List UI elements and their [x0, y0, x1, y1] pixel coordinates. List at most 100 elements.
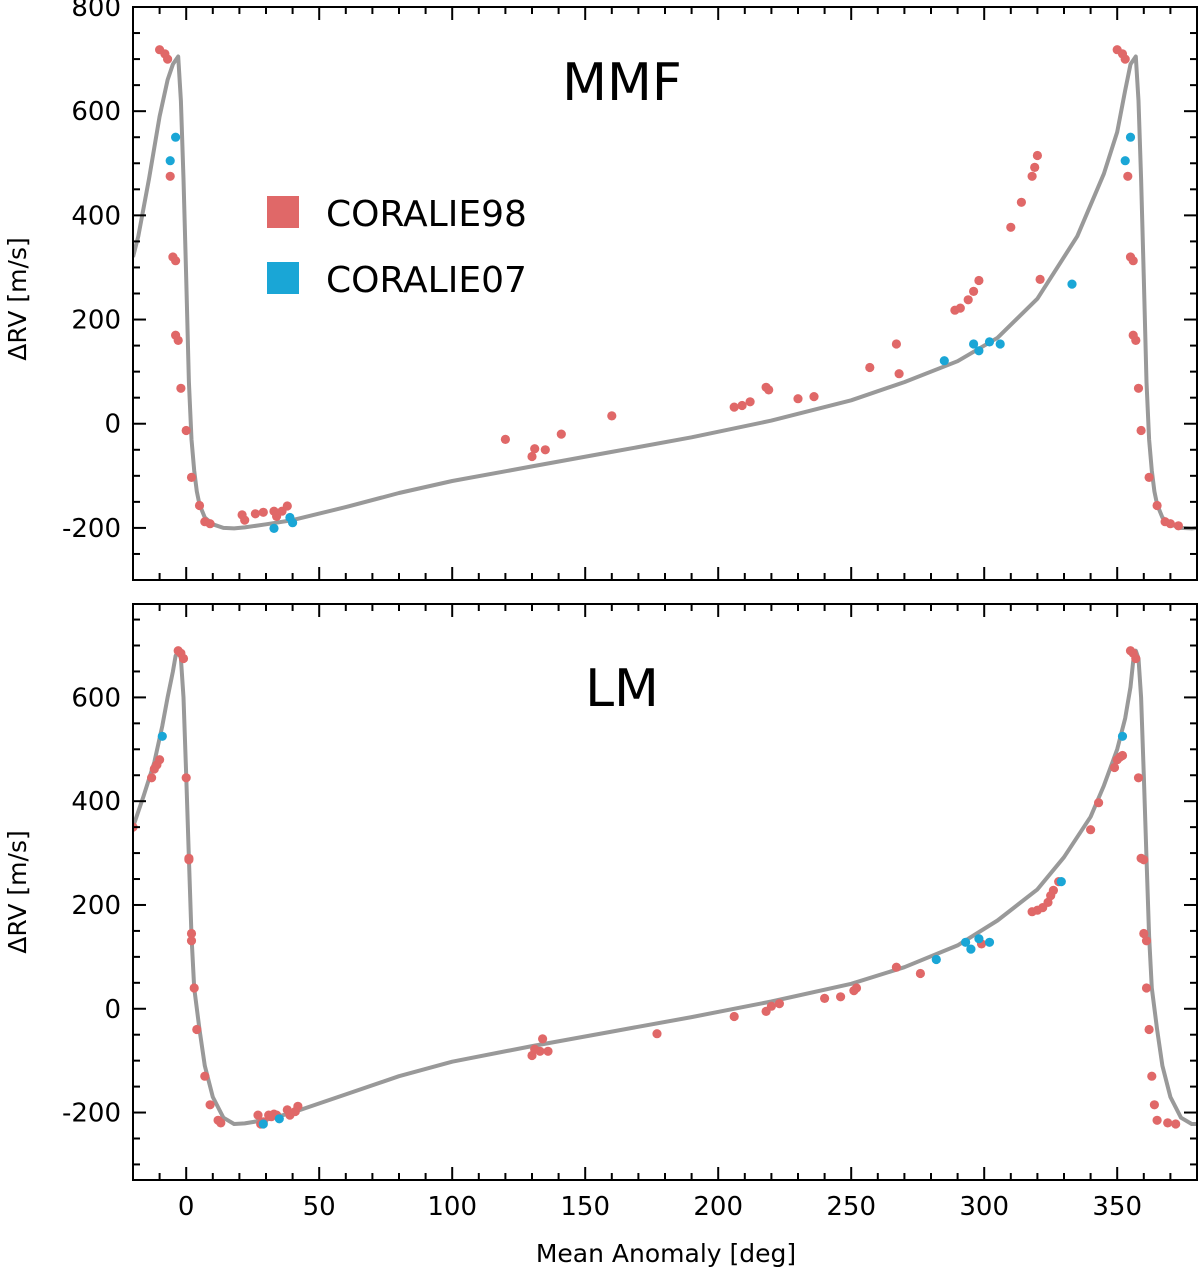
data-point-coralie98 — [836, 992, 846, 1002]
data-point-coralie98 — [181, 773, 191, 783]
data-point-coralie98 — [171, 256, 181, 266]
data-point-coralie98 — [1109, 762, 1120, 773]
data-point-coralie98 — [200, 1071, 210, 1081]
data-point-coralie98 — [535, 1046, 545, 1056]
data-point-coralie07 — [269, 523, 279, 534]
data-point-coralie07 — [931, 954, 941, 965]
data-point-coralie98 — [540, 445, 550, 455]
data-point-coralie07 — [969, 339, 979, 349]
data-point-coralie98 — [253, 1110, 263, 1120]
data-point-coralie98 — [181, 425, 191, 436]
y-axis-title-top: ΔRV [m/s] — [3, 237, 32, 360]
data-point-coralie98 — [250, 509, 260, 519]
data-point-coralie98 — [282, 501, 292, 511]
data-point-coralie98 — [538, 1034, 548, 1044]
data-point-coralie98 — [1133, 383, 1144, 393]
x-tick-label: 350 — [1092, 1192, 1142, 1222]
data-point-coralie98 — [1016, 197, 1026, 207]
data-point-coralie98 — [1171, 1119, 1181, 1129]
panel-title-mmf: MMF — [562, 53, 682, 113]
plot-frame — [132, 603, 1198, 1181]
data-point-coralie98 — [186, 936, 197, 946]
data-point-coralie98 — [1144, 472, 1154, 482]
data-point-coralie98 — [194, 500, 205, 511]
legend-swatch-coralie98 — [267, 196, 299, 228]
y-tick-label: 800 — [71, 0, 121, 23]
legend-label-coralie07: CORALIE07 — [326, 260, 527, 301]
y-tick-label: 0 — [104, 995, 121, 1025]
data-point-coralie98 — [1006, 222, 1016, 232]
model-curve — [133, 54, 1197, 531]
data-point-coralie07 — [274, 1114, 284, 1124]
y-tick-label: 0 — [104, 410, 121, 440]
data-point-coralie98 — [894, 369, 904, 379]
y-axis-title-bottom: ΔRV [m/s] — [3, 830, 32, 953]
panel-title-lm: LM — [585, 659, 659, 719]
x-tick-label: 250 — [826, 1192, 876, 1222]
data-point-coralie98 — [766, 1001, 777, 1011]
y-tick-label: 400 — [71, 201, 121, 231]
data-point-coralie98 — [173, 335, 183, 345]
data-point-coralie98 — [1139, 855, 1149, 865]
data-point-coralie98 — [1117, 750, 1128, 761]
data-point-coralie98 — [163, 54, 173, 64]
data-point-coralie98 — [176, 383, 186, 393]
x-tick-label: 100 — [427, 1192, 477, 1222]
data-point-coralie07 — [1120, 156, 1130, 166]
data-point-coralie98 — [1094, 798, 1104, 808]
data-point-coralie98 — [1139, 928, 1149, 939]
data-point-coralie98 — [1133, 773, 1144, 783]
data-point-coralie98 — [147, 773, 157, 783]
data-point-coralie98 — [1136, 425, 1146, 436]
data-point-coralie07 — [995, 339, 1005, 349]
data-point-coralie98 — [189, 983, 199, 993]
y-tick-label: -200 — [62, 1099, 121, 1129]
legend-swatch-coralie07 — [267, 262, 299, 294]
data-point-coralie98 — [969, 286, 979, 296]
model-curve — [133, 648, 1197, 1126]
data-point-coralie98 — [963, 295, 973, 305]
data-point-coralie07 — [961, 937, 971, 947]
data-point-coralie98 — [809, 392, 819, 402]
data-point-coralie98 — [543, 1046, 553, 1056]
data-point-coralie07 — [1125, 132, 1136, 142]
data-point-coralie98 — [974, 275, 984, 286]
data-point-coralie98 — [186, 472, 197, 482]
data-point-coralie98 — [1173, 521, 1183, 531]
data-point-coralie98 — [851, 983, 862, 993]
data-point-coralie98 — [258, 507, 268, 517]
data-point-coralie98 — [205, 1100, 215, 1110]
x-tick-label: 50 — [303, 1192, 336, 1222]
data-point-coralie98 — [205, 519, 215, 529]
data-point-coralie98 — [1027, 171, 1037, 181]
x-tick-label: 200 — [693, 1192, 743, 1222]
data-point-coralie98 — [178, 653, 189, 664]
x-axis-title: Mean Anomaly [deg] — [536, 1239, 796, 1268]
data-point-coralie98 — [1165, 519, 1175, 529]
data-point-coralie98 — [915, 968, 926, 979]
y-tick-label: 200 — [71, 306, 121, 336]
data-point-coralie98 — [293, 1101, 303, 1111]
data-point-coralie98 — [1152, 1115, 1162, 1125]
data-point-coralie07 — [165, 156, 175, 166]
data-point-coralie07 — [171, 132, 181, 142]
data-point-coralie98 — [891, 962, 902, 972]
legend-label-coralie98: CORALIE98 — [326, 194, 527, 235]
data-point-coralie07 — [974, 934, 984, 944]
data-point-coralie98 — [186, 928, 197, 939]
data-point-coralie07 — [157, 731, 167, 741]
data-point-coralie98 — [1086, 825, 1096, 835]
data-point-coralie98 — [1152, 500, 1162, 511]
data-point-coralie98 — [865, 362, 875, 373]
legend: CORALIE98 CORALIE07 — [267, 194, 527, 301]
data-point-coralie07 — [1067, 279, 1077, 289]
data-point-coralie98 — [1147, 1071, 1157, 1081]
y-tick-label: -200 — [62, 514, 121, 544]
data-point-coralie98 — [1032, 150, 1042, 161]
data-point-coralie98 — [745, 397, 755, 407]
x-tick-label: 300 — [959, 1192, 1009, 1222]
data-point-coralie98 — [527, 451, 537, 462]
data-point-coralie98 — [729, 402, 739, 412]
data-point-coralie98 — [1141, 983, 1152, 993]
data-point-coralie98 — [1163, 1118, 1173, 1128]
